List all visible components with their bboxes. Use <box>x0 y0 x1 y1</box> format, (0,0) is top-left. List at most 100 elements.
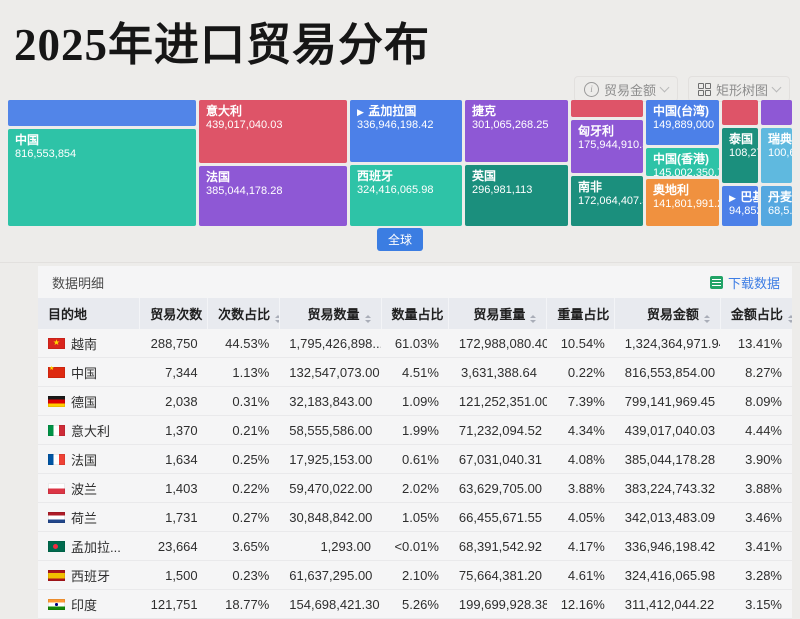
metric-selector[interactable]: i 贸易金额 <box>574 76 678 102</box>
column-header-label: 贸易金额 <box>647 307 699 322</box>
treemap-block-name: 奥地利 <box>653 183 712 198</box>
treemap-block-name: 泰国 <box>729 132 751 147</box>
data-cell: 1.05% <box>381 503 449 532</box>
treemap-block-value: 296,981,113 <box>472 184 561 198</box>
treemap-block[interactable]: 瑞典100,6... <box>761 128 792 183</box>
treemap-block[interactable] <box>761 100 792 125</box>
download-data-link[interactable]: 下载数据 <box>710 273 780 292</box>
card-header: 数据明细 下载数据 <box>38 266 792 298</box>
destination-name: 德国 <box>71 392 97 411</box>
column-header[interactable]: 数量占比 <box>381 298 449 329</box>
data-cell: 7.39% <box>547 387 615 416</box>
sort-icon[interactable] <box>275 315 279 323</box>
data-cell: 1,403 <box>140 474 208 503</box>
flag-es-icon <box>48 570 65 581</box>
destination-name: 西班牙 <box>71 566 110 585</box>
column-header[interactable]: 贸易数量 <box>279 298 381 329</box>
data-cell: 342,013,483.09 <box>615 503 721 532</box>
column-header[interactable]: 贸易金额 <box>615 298 721 329</box>
destination-name: 意大利 <box>71 421 110 440</box>
data-cell: 66,455,671.55 <box>449 503 547 532</box>
sort-icon[interactable] <box>530 315 536 323</box>
treemap-block-name: ▶ 巴基... <box>729 190 751 205</box>
treemap-block-name: 法国 <box>206 170 340 185</box>
data-cell: 58,555,586.00 <box>279 416 381 445</box>
data-cell: 4.17% <box>547 532 615 561</box>
treemap-block-name: 英国 <box>472 169 561 184</box>
treemap-block[interactable]: ▶ 巴基...94,852,... <box>722 186 758 226</box>
column-header[interactable]: 次数占比 <box>208 298 280 329</box>
destination-name: 越南 <box>71 334 97 353</box>
treemap-block[interactable] <box>722 100 758 125</box>
column-header-label: 目的地 <box>48 307 87 322</box>
flag-cn-icon <box>48 367 65 378</box>
download-data-label: 下载数据 <box>728 273 780 292</box>
data-cell: 1,500 <box>140 561 208 590</box>
treemap-block-name: 意大利 <box>206 104 340 119</box>
flag-it-icon <box>48 425 65 436</box>
data-cell: 59,470,022.00 <box>279 474 381 503</box>
treemap-block[interactable]: 泰国108,27... <box>722 128 758 183</box>
table-header-row: 目的地 贸易次数次数占比 贸易数量 数量占比贸易重量重量占比 贸易金额 金额占比 <box>38 298 792 329</box>
treemap-block-value: 68,5... <box>768 205 785 219</box>
data-cell: 154,698,421.30 <box>279 590 381 619</box>
treemap-block-value: 172,064,407.59 <box>578 195 636 209</box>
treemap-block[interactable]: 中国(香港)145,002,350.73 <box>646 148 719 176</box>
treemap-block-name: 中国(台湾) <box>653 104 712 119</box>
table-row[interactable]: 中国7,3441.13%132,547,073.004.51%3,631,388… <box>38 358 792 387</box>
treemap-block-value: 336,946,198.42 <box>357 119 455 133</box>
column-header-label: 贸易数量 <box>308 307 360 322</box>
treemap-block[interactable] <box>8 100 196 126</box>
data-cell: 1,795,426,898.... <box>279 329 381 358</box>
sort-icon[interactable] <box>788 315 792 323</box>
data-cell: 816,553,854.00 <box>615 358 721 387</box>
treemap-block[interactable]: 中国(台湾)149,889,000 <box>646 100 719 145</box>
expand-arrow-icon: ▶ <box>357 107 366 117</box>
flag-vn-icon <box>48 338 65 349</box>
treemap-block-value: 145,002,350.73 <box>653 167 712 176</box>
destination-cell: 荷兰 <box>38 503 140 532</box>
sort-icon[interactable] <box>704 315 710 323</box>
data-cell: 0.22% <box>547 358 615 387</box>
divider <box>0 262 800 263</box>
column-header[interactable]: 贸易重量 <box>449 298 547 329</box>
data-cell: 44.53% <box>208 329 280 358</box>
data-cell: 3.88% <box>547 474 615 503</box>
metric-selector-label: 贸易金额 <box>604 80 656 99</box>
treemap-block[interactable] <box>571 100 643 117</box>
sort-icon[interactable] <box>365 315 371 323</box>
chart-type-selector[interactable]: 矩形树图 <box>688 76 790 102</box>
data-cell: 2.02% <box>381 474 449 503</box>
table-body: 越南288,75044.53%1,795,426,898....61.03%17… <box>38 329 792 619</box>
table-row[interactable]: 越南288,75044.53%1,795,426,898....61.03%17… <box>38 329 792 358</box>
spreadsheet-icon <box>710 276 723 289</box>
data-detail-card: 数据明细 下载数据 目的地 贸易次数次数占比 贸易数量 数量占比贸易重量重量占比 贸易金… <box>38 266 792 584</box>
data-cell: 324,416,065.98 <box>615 561 721 590</box>
column-header[interactable]: 贸易次数 <box>140 298 208 329</box>
column-header[interactable]: 金额占比 <box>720 298 792 329</box>
column-header[interactable]: 重量占比 <box>547 298 615 329</box>
treemap-root-button[interactable]: 全球 <box>377 228 423 251</box>
